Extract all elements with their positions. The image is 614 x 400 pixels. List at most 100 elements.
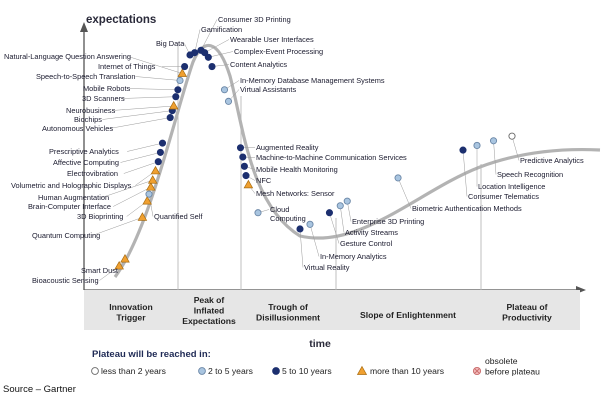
phase-peak: Peak of Inflated Expectations: [182, 295, 236, 326]
leader-wearable-user-interfaces: [204, 39, 230, 53]
leader-virtual-reality: [299, 228, 304, 268]
marker-quantified-self: [145, 190, 153, 198]
marker-human-augmentation: [147, 175, 158, 184]
marker-enterprise-3d-printing: [343, 197, 351, 205]
legend-label-obsolete: obsolete before plateau: [485, 356, 540, 377]
marker-consumer-telematics: [459, 146, 467, 154]
label-natural-language-question-answering: Natural-Language Question Answering: [4, 52, 131, 61]
marker-augmented-reality: [236, 144, 245, 152]
label-machine-to-machine-communication-services: Machine-to-Machine Communication Service…: [256, 153, 407, 162]
marker-content-analytics: [208, 63, 216, 71]
leader-quantum-computing: [92, 217, 143, 236]
legend-label-gt10: more than 10 years: [370, 366, 444, 376]
leader-biometric-authentication-methods: [397, 177, 412, 209]
legend-marker-2to5: [198, 367, 206, 375]
phase-trough: Trough of Disillusionment: [256, 302, 320, 323]
label-gesture-control: Gesture Control: [340, 239, 393, 248]
y-axis-arrow: [80, 22, 88, 32]
legend-marker-obsolete-cross-2: [474, 368, 480, 374]
marker-bioacoustic-sensing: [114, 260, 124, 270]
marker-natural-language-question-answering: [177, 68, 188, 77]
phase-band: [84, 290, 580, 330]
marker-virtual-reality: [296, 225, 304, 233]
legend: Plateau will be reached in: less than 2 …: [91, 349, 540, 377]
markers: [114, 46, 516, 270]
label-neurobusiness: Neurobusiness: [66, 106, 116, 115]
label-3d-scanners: 3D Scanners: [82, 94, 125, 103]
marker-autonomous-vehicles: [166, 114, 174, 122]
label-activity-streams: Activity Streams: [345, 228, 398, 237]
marker-predictive-analytics: [508, 132, 516, 140]
label-brain-computer-interface: Brain-Computer Interface: [28, 202, 111, 211]
marker-machine-to-machine-communication-services: [239, 153, 247, 161]
leader-affective-computing: [120, 152, 161, 163]
label-predictive-analytics: Predictive Analytics: [520, 156, 584, 165]
label-location-intelligence: Location Intelligence: [478, 182, 545, 191]
label-mobile-robots: Mobile Robots: [83, 84, 131, 93]
marker-virtual-assistants: [224, 97, 233, 105]
label-quantified-self: Quantified Self: [154, 212, 203, 221]
label-mesh-networks-sensor: Mesh Networks: Sensor: [256, 189, 335, 198]
marker-brain-computer-interface: [145, 182, 156, 191]
leader-brain-computer-interface: [113, 186, 151, 207]
leader-consumer-telematics: [462, 150, 468, 197]
marker-activity-streams: [336, 202, 344, 210]
legend-label-2to5: 2 to 5 years: [208, 366, 253, 376]
marker-internet-of-things: [181, 63, 189, 71]
marker-mesh-networks-sensor: [243, 179, 254, 189]
label-consumer-3d-printing: Consumer 3D Printing: [218, 15, 291, 24]
label-quantum-computing: Quantum Computing: [32, 231, 100, 240]
leader-biochips: [102, 110, 173, 120]
marker-nfc: [242, 172, 250, 180]
label-cloud-computing: Cloud Computing: [270, 205, 306, 223]
legend-label-5to10: 5 to 10 years: [282, 366, 332, 376]
marker-gesture-control: [325, 209, 333, 217]
marker-smart-dust: [120, 254, 130, 263]
leader-consumer-3d-printing: [200, 19, 218, 51]
phase-innovation-trigger: Innovation Trigger: [109, 302, 152, 323]
marker-mobile-robots: [174, 86, 182, 94]
leader-speech-recognition: [493, 140, 497, 175]
leader-lines: [92, 19, 520, 281]
label-biometric-authentication-methods: Biometric Authentication Methods: [412, 204, 522, 213]
label-affective-computing: Affective Computing: [53, 158, 119, 167]
label-in-memory-analytics: In-Memory Analytics: [320, 252, 387, 261]
marker-quantum-computing: [137, 212, 148, 221]
y-axis-label: expectations: [86, 14, 156, 26]
label-nfc: NFC: [256, 176, 272, 185]
marker-in-memory-analytics: [306, 220, 314, 228]
phase-slope: Slope of Enlightenment: [360, 310, 456, 320]
marker-affective-computing: [156, 148, 164, 156]
label-biochips: Biochips: [74, 115, 102, 124]
label-virtual-reality: Virtual Reality: [304, 263, 350, 272]
marker-in-memory-database-management-systems: [220, 86, 229, 94]
label-content-analytics: Content Analytics: [230, 60, 287, 69]
label-3d-bioprinting: 3D Bioprinting: [77, 212, 123, 221]
label-smart-dust: Smart Dust: [81, 266, 118, 275]
leader-in-memory-analytics: [309, 224, 320, 257]
label-augmented-reality: Augmented Reality: [256, 143, 319, 152]
label-enterprise-3d-printing: Enterprise 3D Printing: [352, 217, 424, 226]
label-virtual-assistants: Virtual Assistants: [240, 85, 296, 94]
marker-neurobusiness: [168, 100, 179, 110]
label-gamification: Gamification: [201, 25, 242, 34]
marker-volumetric-and-holographic-displays: [150, 165, 161, 175]
marker-complex-event-processing: [204, 53, 212, 61]
marker-gamification: [191, 49, 199, 57]
x-axis-label: time: [309, 338, 331, 350]
label-electrovibration: Electrovibration: [67, 169, 118, 178]
marker-prescriptive-analytics: [158, 139, 167, 147]
legend-label-lt2: less than 2 years: [101, 366, 166, 376]
label-speech-recognition: Speech Recognition: [497, 170, 563, 179]
leader-autonomous-vehicles: [109, 117, 171, 129]
marker-speech-to-speech-translation: [176, 76, 184, 85]
marker-wearable-user-interfaces: [201, 49, 209, 57]
label-complex-event-processing: Complex-Event Processing: [234, 47, 323, 56]
marker-cloud-computing: [254, 209, 262, 217]
leader-electrovibration: [123, 161, 159, 174]
label-in-memory-database-management-systems: In-Memory Database Management Systems: [240, 76, 385, 85]
marker-speech-recognition: [489, 137, 498, 145]
leader-neurobusiness: [112, 105, 174, 111]
